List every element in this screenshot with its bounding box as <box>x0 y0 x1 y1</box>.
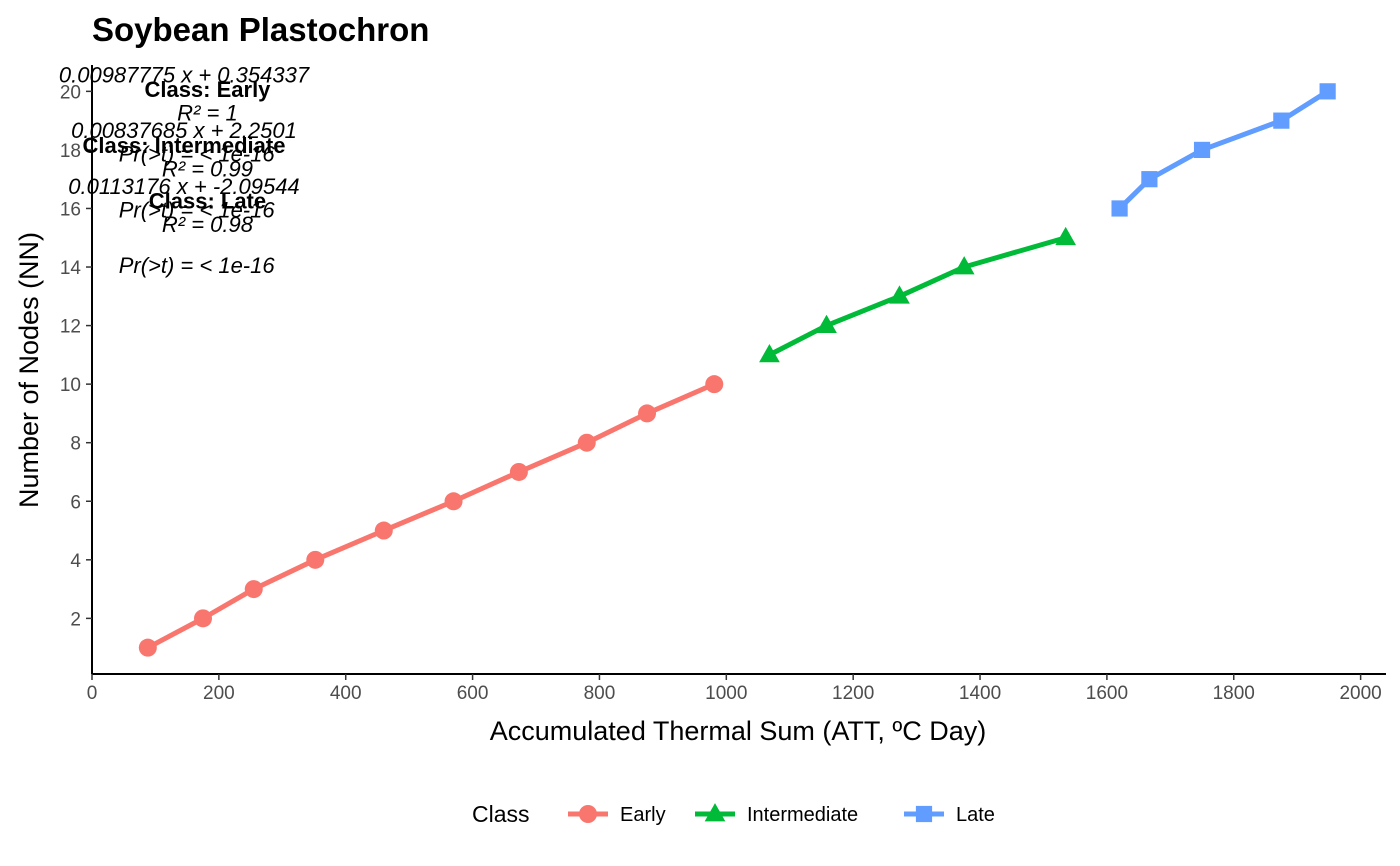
series-line-early <box>145 381 717 651</box>
legend-label-intermediate: Intermediate <box>747 804 858 826</box>
data-point-early <box>138 638 157 657</box>
annotation-label: R² = 1 <box>177 101 238 126</box>
x-tick-label: 800 <box>584 683 616 704</box>
y-tick-label: 14 <box>60 258 82 279</box>
x-tick-label: 600 <box>457 683 489 704</box>
x-tick-label: 2000 <box>1339 683 1381 704</box>
series-layer <box>138 83 1336 657</box>
series-line-intermediate <box>766 235 1069 358</box>
data-point-early <box>705 375 724 394</box>
y-tick-label: 8 <box>70 434 81 455</box>
x-tick-label: 400 <box>330 683 362 704</box>
x-tick-label: 200 <box>203 683 235 704</box>
legend-key-marker-early <box>579 805 597 823</box>
y-tick-label: 6 <box>70 492 81 513</box>
annotation-label: R² = 0.98 <box>162 212 254 237</box>
data-point-late <box>1273 112 1290 129</box>
x-tick-label: 1400 <box>959 683 1001 704</box>
annotation-label: Pr(>t) = < 1e-16 <box>119 197 276 222</box>
x-tick-label: 1200 <box>832 683 874 704</box>
annotation-label: Class: Early <box>144 77 271 102</box>
legend-title: Class <box>472 801 530 827</box>
x-tick-label: 1800 <box>1213 683 1255 704</box>
data-point-early <box>509 462 528 481</box>
annotation-label: Class: Intermediate <box>82 133 285 158</box>
x-tick-label: 1600 <box>1086 683 1128 704</box>
data-point-intermediate <box>759 343 780 363</box>
annotation-label: 0.00837685 x + 2.2501 <box>71 118 297 143</box>
y-tick-label: 16 <box>60 199 81 220</box>
data-point-early <box>244 580 263 599</box>
annotation-label: Pr(>t) = < 1e-16 <box>119 253 276 278</box>
data-point-early <box>306 550 325 569</box>
y-tick-label: 4 <box>70 551 81 572</box>
annotation-label: R² = 0.99 <box>162 156 253 181</box>
data-point-late <box>1141 171 1158 188</box>
y-axis-title: Number of Nodes (NN) <box>14 232 44 508</box>
data-point-late <box>1111 200 1128 217</box>
y-tick-label: 2 <box>70 609 81 630</box>
y-tick-label: 20 <box>60 82 81 103</box>
series-line-late <box>1117 88 1331 211</box>
data-point-early <box>374 521 393 540</box>
y-tick-label: 12 <box>60 317 81 338</box>
annotation-label: Pr(>t) = < 1e-16 <box>119 142 276 167</box>
data-point-early <box>638 404 657 423</box>
y-tick-label: 10 <box>60 375 81 396</box>
annotation-label: 0.0113176 x + -2.09544 <box>68 174 299 199</box>
data-point-intermediate <box>816 314 837 333</box>
x-tick-label: 0 <box>87 683 98 704</box>
legend-label-late: Late <box>956 804 995 826</box>
data-point-early <box>577 433 596 452</box>
x-tick-label: 1000 <box>705 683 747 704</box>
legend: Class Early Intermediate Late <box>472 801 995 827</box>
chart-title: Soybean Plastochron <box>92 11 429 48</box>
x-axis-title: Accumulated Thermal Sum (ATT, ºC Day) <box>490 716 987 746</box>
data-point-intermediate <box>1055 226 1077 246</box>
data-point-early <box>194 609 213 628</box>
legend-label-early: Early <box>620 804 666 826</box>
data-point-late <box>1193 141 1211 159</box>
y-tick-label: 18 <box>60 141 81 162</box>
legend-key-marker-late <box>915 805 933 823</box>
annotation-label: Class: Late <box>149 188 266 213</box>
data-point-early <box>444 492 463 511</box>
data-point-intermediate <box>953 256 975 275</box>
legend-key-marker-intermediate <box>704 803 726 822</box>
annotation-label: 0.00987775 x + 0.354337 <box>59 63 310 88</box>
data-point-intermediate <box>889 285 910 304</box>
axes: 0 200 400 600 800 1000 1200 1400 1600 1800 2000 2 4 6… <box>60 65 1386 704</box>
data-point-late <box>1319 83 1336 100</box>
